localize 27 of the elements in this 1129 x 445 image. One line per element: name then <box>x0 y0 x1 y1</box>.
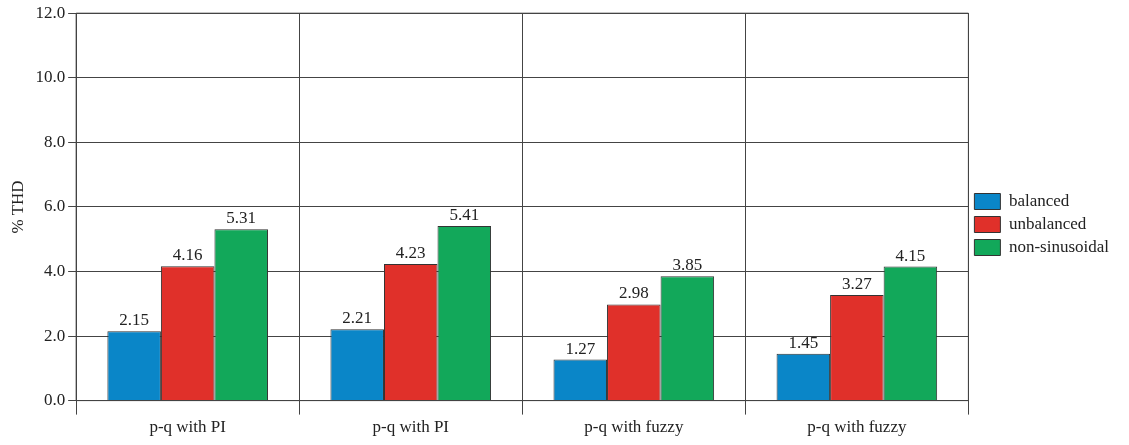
y-tick-label: 12.0 <box>35 2 66 22</box>
data-label: 1.45 <box>788 332 819 352</box>
data-label: 4.23 <box>395 243 426 263</box>
data-label: 2.98 <box>618 283 649 303</box>
y-tick-label: 0.0 <box>43 390 66 410</box>
x-tick-label: p-q with fuzzy <box>807 417 907 437</box>
data-label: 5.31 <box>226 208 257 228</box>
data-label: 3.85 <box>672 255 703 275</box>
y-tick-label: 6.0 <box>43 196 66 216</box>
x-tick-label: p-q with PI <box>372 417 450 437</box>
legend-label: non-sinusoidal <box>1008 236 1110 256</box>
y-tick-label: 2.0 <box>43 325 66 345</box>
data-label: 1.27 <box>565 338 596 358</box>
data-label: 4.16 <box>172 245 203 265</box>
y-tick-label: 10.0 <box>35 67 66 87</box>
legend-label: balanced <box>1008 190 1070 210</box>
data-label: 2.15 <box>119 310 150 330</box>
data-label: 4.15 <box>895 245 926 265</box>
data-label: 2.21 <box>342 308 373 328</box>
y-axis-title: % THD <box>7 180 27 234</box>
y-tick-label: 4.0 <box>43 260 66 280</box>
legend-label: unbalanced <box>1008 213 1087 233</box>
x-tick-label: p-q with fuzzy <box>584 417 684 437</box>
y-tick-label: 8.0 <box>43 131 66 151</box>
data-label: 5.41 <box>449 204 480 224</box>
data-label: 3.27 <box>841 274 873 293</box>
x-tick-label: p-q with PI <box>149 417 227 437</box>
